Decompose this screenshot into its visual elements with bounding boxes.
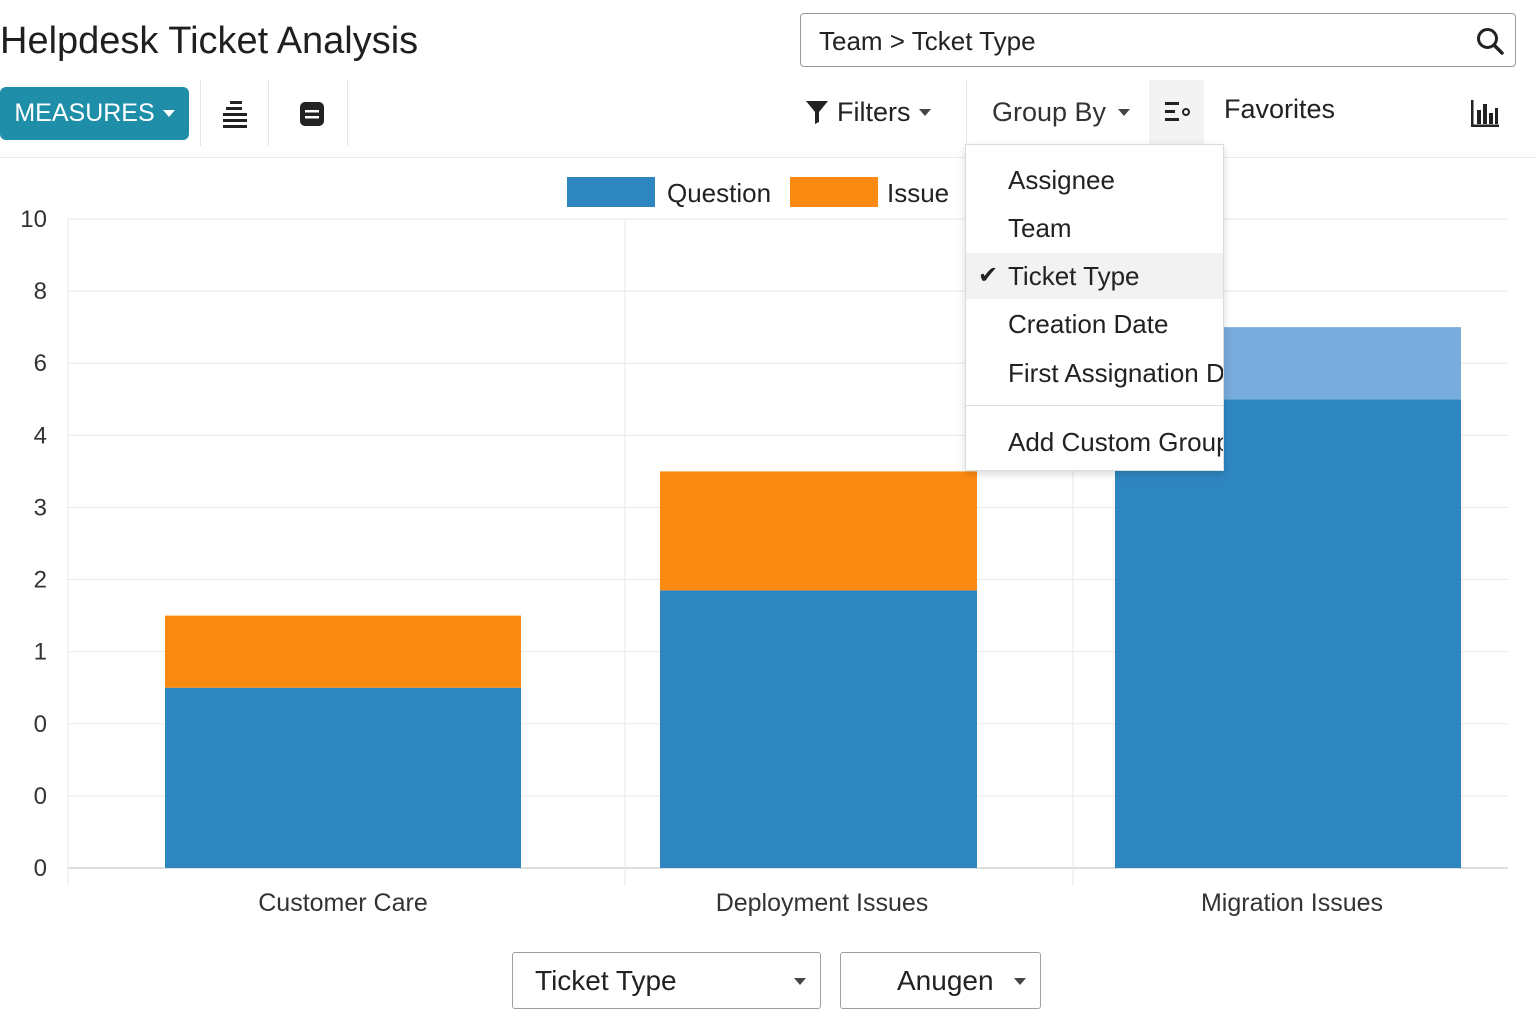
bar-segment xyxy=(660,471,977,591)
measure-select[interactable]: Anugen xyxy=(840,952,1041,1009)
groupby-dropdown-menu: Assignee Team ✔ Ticket Type Creation Dat… xyxy=(965,144,1224,471)
menu-item-label: Creation Date xyxy=(1008,309,1169,339)
toolbar-divider xyxy=(268,80,269,146)
caret-down-icon xyxy=(1118,108,1131,116)
groupby-label: Group By xyxy=(992,96,1107,127)
legend-label: Issue xyxy=(887,178,949,208)
y-tick-label: 6 xyxy=(34,350,47,377)
group-by-toggle-button[interactable] xyxy=(1149,80,1204,144)
toolbar-divider xyxy=(0,157,1536,158)
y-tick-label: 0 xyxy=(34,855,47,882)
caret-down-icon xyxy=(162,110,175,117)
y-tick-label: 0 xyxy=(34,783,47,810)
add-custom-group-button[interactable]: Add Custom Group xyxy=(966,419,1223,465)
menu-item-creation-date[interactable]: Creation Date xyxy=(966,301,1223,347)
menu-item-assignee[interactable]: Assignee xyxy=(966,157,1223,203)
x-category-label: Customer Care xyxy=(258,889,428,917)
bar-segment xyxy=(165,687,521,868)
bar-segment xyxy=(660,590,977,868)
y-tick-label: 4 xyxy=(34,422,47,449)
menu-item-label: Add Custom Group xyxy=(1008,427,1224,457)
menu-item-label: Assignee xyxy=(1008,165,1115,195)
x-category-label: Deployment Issues xyxy=(716,889,929,917)
menu-item-label: First Assignation D xyxy=(1008,358,1224,388)
caret-down-icon xyxy=(918,108,931,116)
x-category-label: Migration Issues xyxy=(1201,889,1383,917)
filters-button[interactable]: Filters xyxy=(805,94,931,130)
menu-divider xyxy=(966,405,1223,406)
bar-segment xyxy=(165,615,521,688)
menu-item-team[interactable]: Team xyxy=(966,205,1223,251)
menu-item-label: Team xyxy=(1008,213,1072,243)
legend-swatch xyxy=(567,177,655,207)
bar-segment xyxy=(1115,399,1461,868)
checkmark-icon: ✔ xyxy=(978,262,999,289)
measures-label: MEASURES xyxy=(14,99,155,127)
y-tick-label: 2 xyxy=(34,567,47,594)
y-tick-label: 8 xyxy=(34,278,47,305)
toolbar-divider xyxy=(966,80,967,146)
toolbar-divider xyxy=(200,80,201,146)
group-by-icon xyxy=(1165,102,1190,121)
measure-select-value: Anugen xyxy=(897,965,994,996)
legend-label: Question xyxy=(667,178,771,208)
search-facet-text: Team > Tcket Type xyxy=(819,26,1036,56)
menu-item-first-assignation-date[interactable]: First Assignation D xyxy=(966,350,1223,396)
search-input[interactable]: Team > Tcket Type xyxy=(800,13,1516,67)
y-tick-label: 10 xyxy=(20,206,47,233)
bar-chart: 0 0 0 1 2 3 4 6 8 10 Customer Care Deployment Issu… xyxy=(20,177,1508,917)
funnel-icon xyxy=(806,101,828,124)
groupby-button[interactable]: Group By xyxy=(992,94,1131,130)
legend-swatch xyxy=(790,177,878,207)
y-tick-label: 0 xyxy=(34,711,47,738)
list-icon[interactable] xyxy=(294,96,330,132)
groupby-select[interactable]: Ticket Type xyxy=(512,952,821,1009)
groupby-select-value: Ticket Type xyxy=(535,965,677,996)
y-tick-label: 3 xyxy=(34,494,47,521)
favorites-button[interactable]: Favorites xyxy=(1224,94,1336,124)
search-icon[interactable] xyxy=(1475,26,1505,56)
y-tick-label: 1 xyxy=(34,639,47,666)
menu-item-label: Ticket Type xyxy=(1008,261,1140,291)
page-title: Helpdesk Ticket Analysis xyxy=(0,20,419,62)
bar-chart-icon[interactable] xyxy=(1468,96,1502,130)
menu-item-ticket-type[interactable]: ✔ Ticket Type xyxy=(966,253,1223,299)
filters-label: Filters xyxy=(837,96,911,127)
measures-button[interactable]: MEASURES xyxy=(0,87,189,140)
toolbar-divider xyxy=(347,80,348,146)
caret-down-icon xyxy=(1014,978,1026,985)
stack-icon[interactable] xyxy=(218,96,254,132)
caret-down-icon xyxy=(794,978,806,985)
